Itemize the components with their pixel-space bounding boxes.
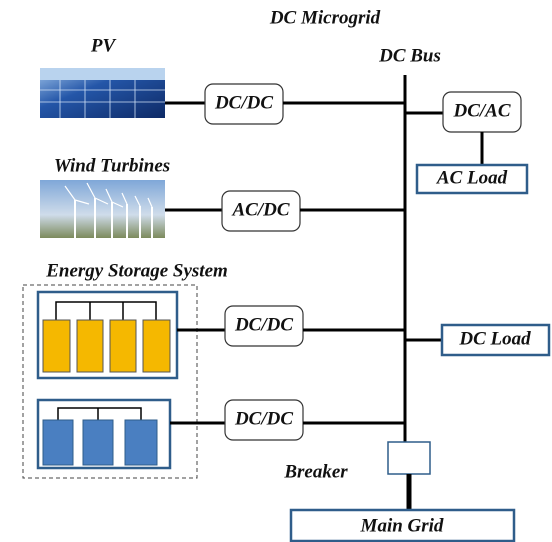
main-grid-label: Main Grid [360, 515, 444, 536]
converter [224, 305, 304, 347]
converter-label: DC/AC [452, 100, 510, 121]
storage-frame [22, 284, 198, 479]
converter-label: DC/DC [234, 314, 293, 335]
battery-bank [36, 290, 179, 380]
pv-image [40, 68, 165, 118]
breaker [387, 441, 431, 475]
title: DC Microgrid [269, 7, 381, 28]
wind-image [40, 180, 165, 238]
dc-load [440, 323, 551, 357]
converter-label: DC/DC [234, 408, 293, 429]
converter-label: DC/DC [214, 92, 273, 113]
wind-label: Wind Turbines [54, 155, 170, 176]
main-grid [289, 508, 516, 542]
ac-load-label: AC Load [436, 167, 508, 188]
storage-label: Energy Storage System [45, 260, 228, 281]
battery-bank [36, 398, 172, 470]
converter [224, 399, 304, 441]
bus-label: DC Bus [378, 45, 441, 66]
ac-load [415, 163, 529, 195]
converter-label: AC/DC [231, 199, 289, 220]
breaker-label: Breaker [283, 461, 348, 482]
dc-load-label: DC Load [458, 328, 531, 349]
pv-label: PV [90, 35, 117, 56]
